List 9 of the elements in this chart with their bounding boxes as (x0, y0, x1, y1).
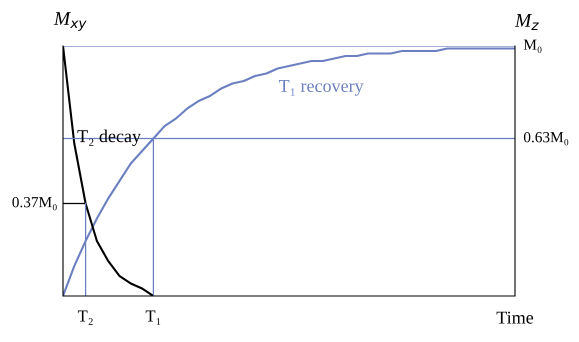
ref-line-label: 0.63M₀ (524, 132, 568, 146)
ref-line-label: 0.37M₀ (12, 197, 57, 210)
x-tick-label: T₁ (146, 310, 160, 325)
ref-line-label: M₀ (524, 40, 542, 53)
series-label: T₁ recovery (278, 80, 364, 96)
x-axis-title: Time (496, 312, 534, 324)
y-axis-title: M$_{xy}$ (54, 12, 87, 31)
x-tick-label: T₂ (78, 310, 93, 325)
y2-axis-title: M$_{z}$ (514, 14, 539, 30)
